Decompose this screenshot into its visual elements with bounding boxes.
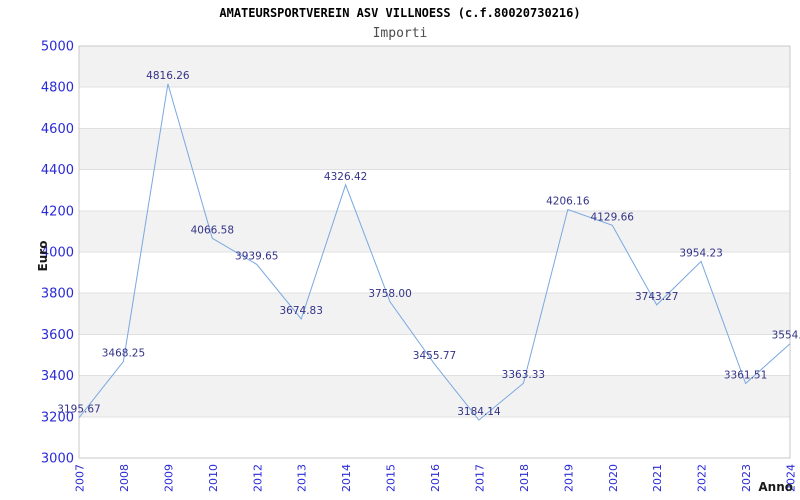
chart-title: AMATEURSPORTVEREIN ASV VILLNOESS (c.f.80… [219,6,581,20]
background-band [79,128,790,170]
x-tick-label: 2010 [207,464,220,492]
y-tick-label: 4600 [41,122,74,137]
y-tick-label: 4200 [41,204,74,219]
y-tick-label: 5000 [41,40,74,55]
plot-border [78,45,791,459]
x-tick-label: 2013 [296,464,309,492]
x-tick-label: 2016 [429,464,442,492]
point-value-label: 4129.66 [591,211,635,223]
point-value-label: 4066.58 [191,224,234,236]
x-tick-label: 2019 [562,464,575,492]
background-band [79,169,790,211]
y-tick-label: 3200 [41,410,74,425]
x-axis-title: Anno [758,480,793,494]
y-tick-label: 4400 [41,163,74,178]
point-value-label: 3939.65 [235,250,278,262]
point-value-label: 3361.51 [724,370,767,382]
background-band [79,87,790,129]
point-value-label: 3743.27 [635,291,678,303]
y-tick-label: 3600 [41,328,74,343]
point-value-label: 3954.23 [679,247,722,259]
x-tick-label: 2024 [785,464,798,492]
background-band [79,252,790,294]
chart-subtitle: Importi [372,26,428,41]
x-tick-label: 2021 [651,464,664,492]
x-tick-label: 2023 [740,464,753,492]
point-value-label: 3363.33 [502,369,545,381]
point-value-label: 3195.67 [57,404,100,416]
x-tick-label: 2009 [162,464,175,492]
background-band [79,334,790,376]
x-tick-label: 2018 [518,464,531,492]
point-value-label: 4816.26 [146,70,190,82]
point-value-label: 3184.14 [457,406,501,418]
y-axis-title: Euro [36,241,50,272]
x-tick-label: 2008 [118,464,131,492]
y-tick-label: 4800 [41,81,74,96]
point-value-label: 3674.83 [279,305,322,317]
point-value-label: 4206.16 [546,196,590,208]
point-value-label: 3455.77 [413,350,456,362]
x-tick-label: 2007 [74,464,87,492]
background-band [79,416,790,458]
x-tick-label: 2022 [696,464,709,492]
point-value-label: 4326.42 [324,171,367,183]
x-tick-label: 2015 [385,464,398,492]
y-tick-label: 4000 [41,246,74,261]
x-tick-label: 2012 [251,464,264,492]
point-value-label: 3758.00 [368,288,411,300]
y-tick-label: 3800 [41,287,74,302]
data-line [78,83,791,421]
background-band [79,46,790,88]
point-value-label: 3554.7 [772,330,800,342]
x-tick-label: 2020 [607,464,620,492]
x-tick-label: 2017 [473,464,486,492]
y-tick-label: 3400 [41,369,74,384]
background-band [79,210,790,252]
y-tick-label: 3000 [41,452,74,467]
point-value-label: 3468.25 [102,348,145,360]
x-tick-label: 2014 [340,464,353,492]
background-band [79,293,790,335]
background-band [79,375,790,417]
